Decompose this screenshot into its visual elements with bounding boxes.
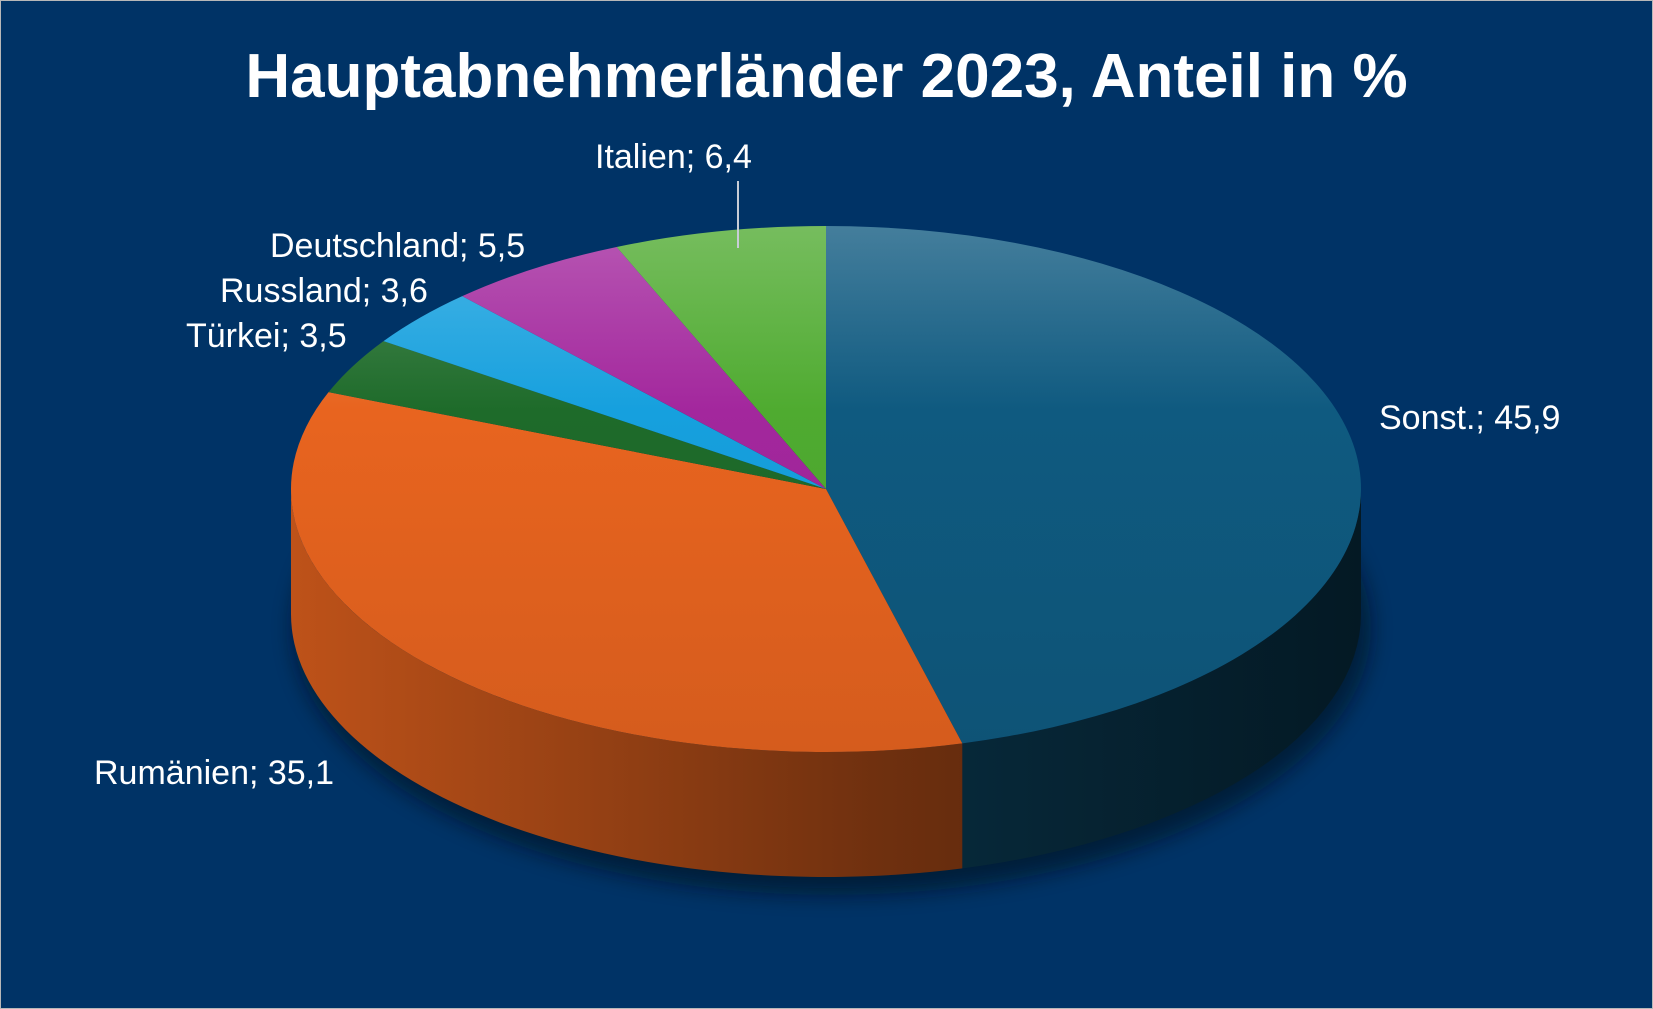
- slice-label-rum-nien: Rumänien; 35,1: [94, 754, 334, 792]
- pie-slice-t-rkei: [328, 341, 826, 489]
- slice-label-sonst-: Sonst.; 45,9: [1379, 399, 1560, 437]
- slice-label-russland: Russland; 3,6: [220, 272, 428, 310]
- slice-label-deutschland: Deutschland; 5,5: [270, 227, 525, 265]
- slice-label-italien: Italien; 6,4: [595, 138, 752, 176]
- chart-title: Hauptabnehmerländer 2023, Anteil in %: [245, 42, 1408, 111]
- slice-label-t-rkei: Türkei; 3,5: [186, 317, 347, 355]
- pie-slice-rum-nien: [290, 392, 963, 752]
- pie-side-sonst-: [962, 489, 1361, 869]
- pie-slice-deutschland: [462, 246, 826, 489]
- pie-slice-sonst-: [826, 226, 1361, 744]
- pie-slice-russland: [383, 296, 826, 489]
- pie-slice-italien: [616, 226, 826, 489]
- pie-side-rum-nien: [291, 489, 963, 878]
